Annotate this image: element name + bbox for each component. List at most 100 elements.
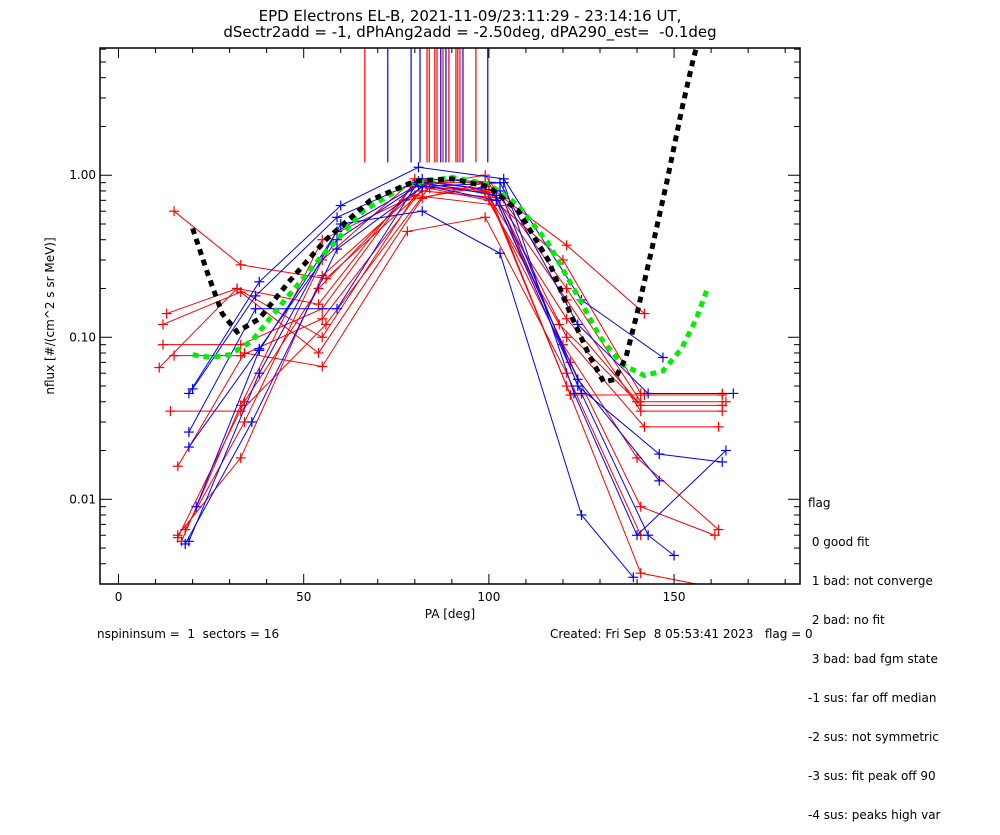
data-point (717, 390, 728, 401)
data-point (480, 212, 491, 223)
data-point (172, 461, 183, 472)
series-line-r4 (158, 174, 726, 403)
footer-left: nspininsum = 1 sectors = 16 (97, 627, 280, 641)
data-point (235, 452, 246, 463)
y-tick-label: 0.10 (69, 330, 96, 344)
data-point (169, 206, 180, 217)
data-point (161, 308, 172, 319)
data-point (317, 332, 328, 343)
axes-group: 0 50 100 150 0.01 0.10 1.00 (69, 47, 801, 604)
y-tick-label: 0.01 (69, 492, 96, 506)
data-point (165, 406, 176, 417)
plot-frame (99, 47, 801, 585)
data-point (187, 383, 198, 394)
legend-item: 3 bad: bad fgm state (808, 652, 938, 666)
data-point (561, 283, 572, 294)
legend-item: -1 sus: far off median (808, 691, 937, 705)
data-point (713, 524, 724, 535)
data-point (402, 226, 413, 237)
chart-title-line1: EPD Electrons EL-B, 2021-11-09/23:11:29 … (258, 7, 682, 25)
series-line-r2 (166, 194, 723, 394)
x-axis-label: PA [deg] (425, 607, 475, 621)
data-point (254, 368, 265, 379)
data-point (157, 339, 168, 350)
y-tick-label: 1.00 (69, 168, 96, 182)
legend-item: 0 good fit (808, 535, 870, 549)
data-point (720, 445, 731, 456)
data-point (628, 572, 639, 583)
data-point (332, 303, 343, 314)
data-point (643, 530, 654, 541)
data-point (561, 240, 572, 251)
data-point (657, 352, 668, 363)
data-point (157, 319, 168, 330)
data-point (180, 538, 191, 549)
data-point (709, 530, 720, 541)
data-point (191, 501, 202, 512)
data-point (632, 396, 643, 407)
data-point (313, 347, 324, 358)
data-point (572, 374, 583, 385)
data-point (332, 244, 343, 255)
x-tick-label: 0 (115, 590, 123, 604)
data-point (313, 283, 324, 294)
fits-group (190, 47, 710, 385)
data-point (480, 170, 491, 181)
data-point (639, 308, 650, 319)
data-point (250, 290, 261, 301)
series-line-r6 (174, 183, 723, 406)
data-point (654, 475, 665, 486)
x-tick-label: 100 (477, 590, 500, 604)
series-line-b7 (184, 182, 727, 545)
data-point (417, 193, 428, 204)
data-point (569, 388, 580, 399)
data-point (495, 248, 505, 259)
data-point (254, 345, 265, 356)
data-point (654, 449, 665, 460)
data-point (635, 568, 646, 579)
data-point (335, 200, 346, 211)
data-point (332, 212, 343, 223)
data-point (728, 388, 739, 399)
series-line-r5 (162, 182, 719, 428)
chart-svg: 0 50 100 150 0.01 0.10 1.00 PA [deg] nflux [#/… (43, 47, 801, 621)
data-point (246, 416, 257, 427)
data-point (254, 276, 265, 287)
chart-title-line2: dSectr2add = -1, dPhAng2add = -2.50deg, … (223, 23, 717, 41)
data-point (717, 400, 728, 411)
legend-item: -4 sus: peaks high var (808, 808, 941, 822)
data-point (643, 388, 654, 399)
data-point (632, 530, 643, 541)
series-line-r10 (181, 187, 715, 542)
x-tick-label: 150 (663, 590, 686, 604)
flag-legend: flag 0 good fit 1 bad: not converge 2 ba… (808, 471, 940, 835)
data-point (635, 501, 646, 512)
data-point (561, 381, 572, 392)
series-line-r9 (177, 186, 719, 536)
data-point (317, 361, 328, 372)
data-point (320, 319, 331, 330)
series-line-b3 (188, 180, 723, 463)
data-point (183, 427, 194, 438)
data-point (554, 319, 565, 330)
data-point (180, 524, 191, 535)
legend-title: flag (808, 496, 831, 510)
data-point (576, 509, 587, 520)
legend-item: 2 bad: no fit (808, 613, 885, 627)
series-line-b5 (195, 183, 675, 556)
data-point (239, 347, 250, 358)
data-point (491, 195, 502, 206)
data-point (250, 303, 261, 314)
data-point (183, 442, 194, 453)
fit-curve-black (190, 47, 699, 385)
series-line-r11 (177, 186, 697, 585)
data-point (498, 177, 509, 188)
data-point (154, 362, 165, 373)
data-point (717, 456, 728, 467)
y-axis-label: nflux [#/(cm^2 s sr MeV)] (43, 237, 57, 394)
data-point (424, 183, 435, 194)
vlines-group (364, 48, 489, 163)
legend-item: -3 sus: fit peak off 90 (808, 769, 936, 783)
data-point (413, 162, 424, 173)
fit-curve-green (192, 174, 710, 379)
